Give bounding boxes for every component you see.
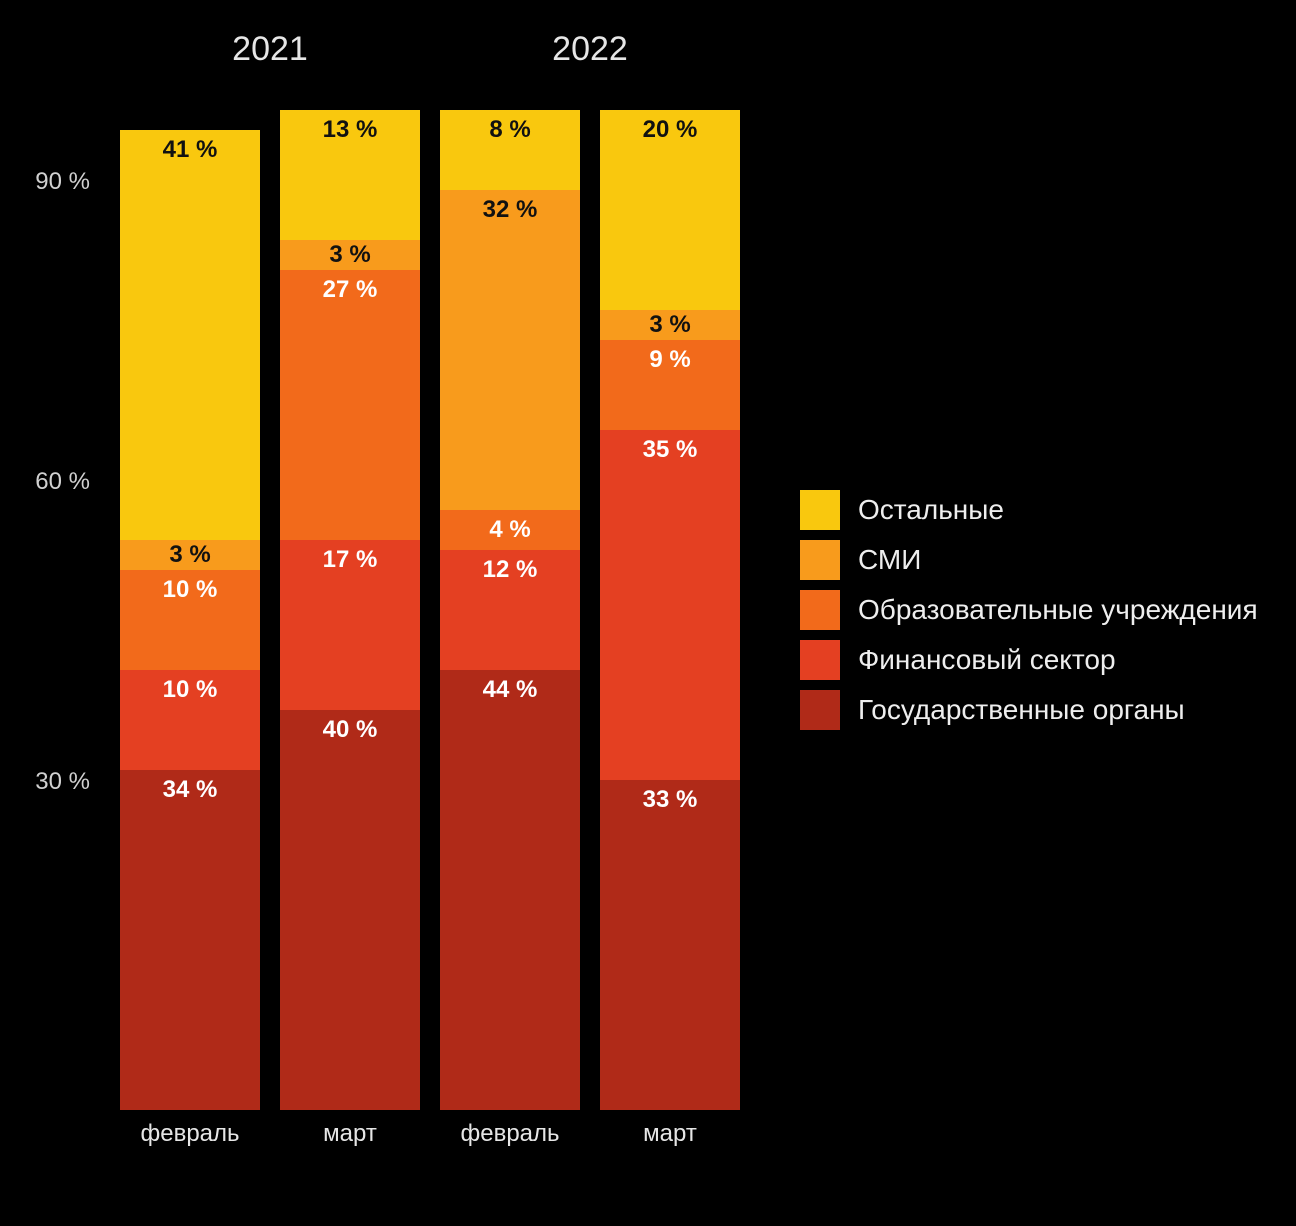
legend-item-edu: Образовательные учреждения — [800, 590, 1258, 630]
segment-label-edu: 9 % — [649, 346, 690, 374]
plot-area: 34 % 10 % 10 % 3 % 41 % 40 % 17 % 27 % 3 % 13 % 44… — [120, 110, 740, 1110]
segment-label-other: 41 % — [163, 136, 218, 164]
legend-label-fin: Финансовый сектор — [858, 644, 1116, 676]
y-tick-30: 30 % — [35, 768, 90, 796]
legend-swatch-fin — [800, 640, 840, 680]
segment-media: 3 % — [120, 540, 260, 570]
year-label-2022: 2022 — [520, 30, 660, 69]
segment-label-gov: 40 % — [323, 716, 378, 744]
segment-gov: 40 % — [280, 710, 420, 1110]
segment-other: 8 % — [440, 110, 580, 190]
segment-label-media: 3 % — [649, 311, 690, 339]
legend-swatch-media — [800, 540, 840, 580]
segment-label-gov: 33 % — [643, 786, 698, 814]
x-label-bar-3: март — [600, 1120, 740, 1148]
legend-item-fin: Финансовый сектор — [800, 640, 1258, 680]
legend-swatch-other — [800, 490, 840, 530]
segment-label-fin: 17 % — [323, 546, 378, 574]
legend-item-media: СМИ — [800, 540, 1258, 580]
x-label-bar-1: март — [280, 1120, 420, 1148]
segment-label-edu: 4 % — [489, 516, 530, 544]
legend-label-gov: Государственные органы — [858, 694, 1185, 726]
segment-label-other: 8 % — [489, 116, 530, 144]
segment-label-fin: 10 % — [163, 676, 218, 704]
segment-other: 13 % — [280, 110, 420, 240]
segment-label-edu: 27 % — [323, 276, 378, 304]
segment-edu: 10 % — [120, 570, 260, 670]
segment-fin: 10 % — [120, 670, 260, 770]
legend-label-media: СМИ — [858, 544, 921, 576]
segment-label-gov: 34 % — [163, 776, 218, 804]
segment-label-edu: 10 % — [163, 576, 218, 604]
segment-other: 41 % — [120, 130, 260, 540]
segment-label-gov: 44 % — [483, 676, 538, 704]
legend-item-gov: Государственные органы — [800, 690, 1258, 730]
y-tick-60: 60 % — [35, 468, 90, 496]
segment-label-fin: 35 % — [643, 436, 698, 464]
legend-swatch-edu — [800, 590, 840, 630]
segment-media: 3 % — [600, 310, 740, 340]
segment-label-media: 3 % — [329, 241, 370, 269]
segment-label-media: 3 % — [169, 541, 210, 569]
segment-label-other: 20 % — [643, 116, 698, 144]
segment-gov: 33 % — [600, 780, 740, 1110]
x-axis-labels: февраль март февраль март — [120, 1120, 740, 1160]
legend-item-other: Остальные — [800, 490, 1258, 530]
y-tick-90: 90 % — [35, 168, 90, 196]
segment-label-fin: 12 % — [483, 556, 538, 584]
segment-fin: 12 % — [440, 550, 580, 670]
segment-edu: 27 % — [280, 270, 420, 540]
segment-other: 20 % — [600, 110, 740, 310]
x-label-bar-2: февраль — [440, 1120, 580, 1148]
stacked-bar-chart: 2021 2022 90 % 60 % 30 % 34 % 10 % 10 % 3 %… — [0, 0, 1296, 1226]
segment-gov: 44 % — [440, 670, 580, 1110]
segment-fin: 35 % — [600, 430, 740, 780]
bar-3: 33 % 35 % 9 % 3 % 20 % — [600, 110, 740, 1110]
bar-1: 40 % 17 % 27 % 3 % 13 % — [280, 110, 420, 1110]
year-label-2021: 2021 — [200, 30, 340, 69]
segment-media: 3 % — [280, 240, 420, 270]
year-header-row: 2021 2022 — [120, 30, 740, 80]
segment-edu: 4 % — [440, 510, 580, 550]
segment-edu: 9 % — [600, 340, 740, 430]
legend-label-edu: Образовательные учреждения — [858, 594, 1258, 626]
x-label-bar-0: февраль — [120, 1120, 260, 1148]
legend-label-other: Остальные — [858, 494, 1004, 526]
bar-0: 34 % 10 % 10 % 3 % 41 % — [120, 130, 260, 1110]
segment-label-media: 32 % — [483, 196, 538, 224]
segment-fin: 17 % — [280, 540, 420, 710]
segment-label-other: 13 % — [323, 116, 378, 144]
bar-2: 44 % 12 % 4 % 32 % 8 % — [440, 110, 580, 1110]
y-axis: 90 % 60 % 30 % — [0, 110, 110, 1110]
legend: Остальные СМИ Образовательные учреждения… — [800, 490, 1258, 740]
legend-swatch-gov — [800, 690, 840, 730]
segment-gov: 34 % — [120, 770, 260, 1110]
segment-media: 32 % — [440, 190, 580, 510]
